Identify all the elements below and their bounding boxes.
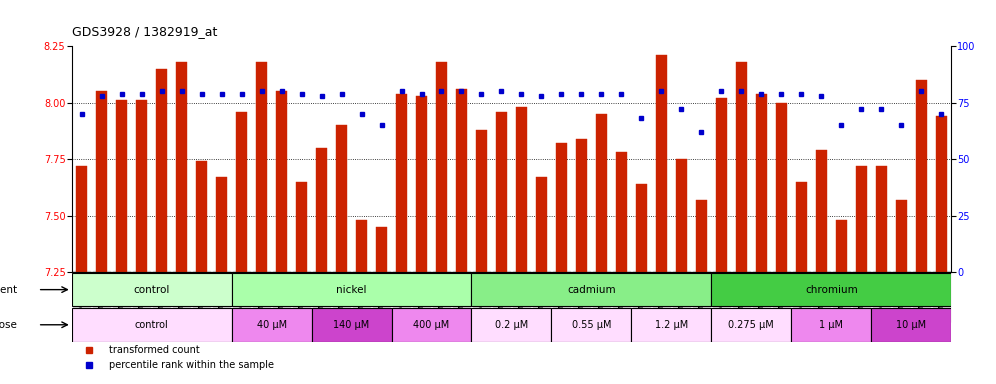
Text: 1.2 μM: 1.2 μM [654,320,688,330]
Text: dose: dose [0,320,18,330]
Bar [256,62,267,272]
Bar [616,152,626,272]
Text: nickel: nickel [337,285,367,295]
Bar [336,125,347,272]
FancyBboxPatch shape [471,308,552,342]
Bar [476,130,487,272]
FancyBboxPatch shape [72,308,232,342]
FancyBboxPatch shape [232,308,312,342]
Text: percentile rank within the sample: percentile rank within the sample [109,360,274,370]
FancyBboxPatch shape [631,308,711,342]
Bar [676,159,687,272]
Bar [655,55,667,272]
FancyBboxPatch shape [711,308,791,342]
Bar [77,166,88,272]
Bar [496,112,507,272]
Bar [276,91,287,272]
Bar [596,114,607,272]
Bar [296,182,307,272]
Bar [856,166,867,272]
Bar [117,100,127,272]
Text: 140 μM: 140 μM [334,320,370,330]
Bar [836,220,847,272]
Bar [935,116,946,272]
Bar [136,100,147,272]
Text: 0.55 μM: 0.55 μM [572,320,612,330]
FancyBboxPatch shape [552,308,631,342]
Bar [196,161,207,272]
Bar [756,94,767,272]
FancyBboxPatch shape [872,308,951,342]
Bar [556,143,567,272]
Bar [176,62,187,272]
Text: 0.275 μM: 0.275 μM [728,320,774,330]
Bar [156,69,167,272]
Bar [97,91,108,272]
Bar [356,220,368,272]
Text: 0.2 μM: 0.2 μM [495,320,528,330]
Bar [716,98,727,272]
Bar [915,80,926,272]
FancyBboxPatch shape [232,273,471,306]
Text: cadmium: cadmium [567,285,616,295]
FancyBboxPatch shape [711,273,951,306]
Bar [796,182,807,272]
Bar [396,94,407,272]
Bar [456,89,467,272]
Bar [635,184,646,272]
Bar [316,148,327,272]
Bar [216,177,227,272]
Bar [776,103,787,272]
Bar [875,166,886,272]
Text: transformed count: transformed count [109,345,199,355]
Bar [895,200,906,272]
Text: agent: agent [0,285,18,295]
FancyBboxPatch shape [791,308,872,342]
FancyBboxPatch shape [471,273,711,306]
Bar [576,139,587,272]
Text: chromium: chromium [805,285,858,295]
Text: 10 μM: 10 μM [896,320,926,330]
Text: 40 μM: 40 μM [257,320,287,330]
Bar [816,150,827,272]
Text: 1 μM: 1 μM [820,320,844,330]
Bar [436,62,447,272]
Text: 400 μM: 400 μM [413,320,449,330]
Text: GDS3928 / 1382919_at: GDS3928 / 1382919_at [72,25,217,38]
Bar [536,177,547,272]
Bar [376,227,387,272]
Bar [516,107,527,272]
Bar [236,112,247,272]
FancyBboxPatch shape [312,308,391,342]
Bar [696,200,707,272]
Bar [736,62,747,272]
Bar [416,96,427,272]
Text: control: control [133,285,170,295]
Text: control: control [134,320,168,330]
FancyBboxPatch shape [72,273,232,306]
FancyBboxPatch shape [391,308,471,342]
